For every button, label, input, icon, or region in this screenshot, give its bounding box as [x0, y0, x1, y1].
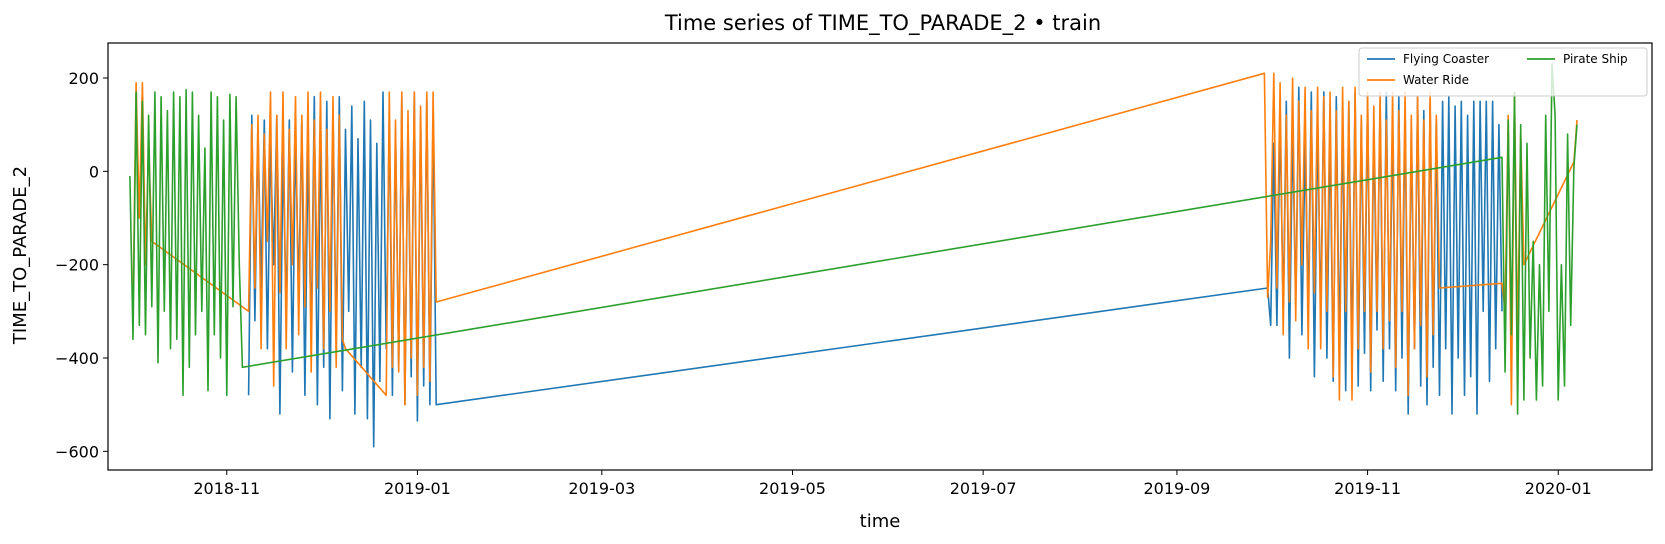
- y-tick-label: −400: [55, 349, 99, 368]
- y-tick-label: −200: [55, 256, 99, 275]
- series-line-water-ride: [132, 72, 1578, 406]
- y-tick-label: 200: [68, 69, 99, 88]
- x-tick-label: 2019-03: [568, 479, 635, 498]
- plot-area: [129, 63, 1578, 448]
- x-axis-label: time: [860, 511, 901, 532]
- plot-frame: [107, 42, 1653, 471]
- x-tick-label: 2019-09: [1143, 479, 1210, 498]
- x-tick-label: 2020-01: [1525, 479, 1592, 498]
- x-tick-label: 2019-01: [384, 479, 451, 498]
- legend-box: [1358, 47, 1648, 97]
- chart-title: Time series of TIME_TO_PARADE_2 • train: [664, 11, 1101, 36]
- y-tick-label: 0: [89, 162, 99, 181]
- legend-label-flying-coaster: Flying Coaster: [1403, 52, 1489, 66]
- y-tick-label: −600: [55, 442, 99, 461]
- legend-label-water-ride: Water Ride: [1403, 73, 1469, 87]
- x-tick-label: 2019-07: [950, 479, 1017, 498]
- legend: Flying Coaster Water Ride Pirate Ship: [1358, 47, 1648, 97]
- legend-label-pirate-ship: Pirate Ship: [1563, 52, 1628, 66]
- y-axis-label: TIME_TO_PARADE_2: [10, 166, 31, 345]
- series-line-pirate-ship: [129, 63, 1578, 415]
- x-tick-label: 2018-11: [193, 479, 260, 498]
- x-tick-label: 2019-11: [1334, 479, 1401, 498]
- axes: 2018-11 2019-01 2019-03 2019-05 2019-07 2019-…: [55, 69, 1592, 498]
- x-tick-label: 2019-05: [759, 479, 826, 498]
